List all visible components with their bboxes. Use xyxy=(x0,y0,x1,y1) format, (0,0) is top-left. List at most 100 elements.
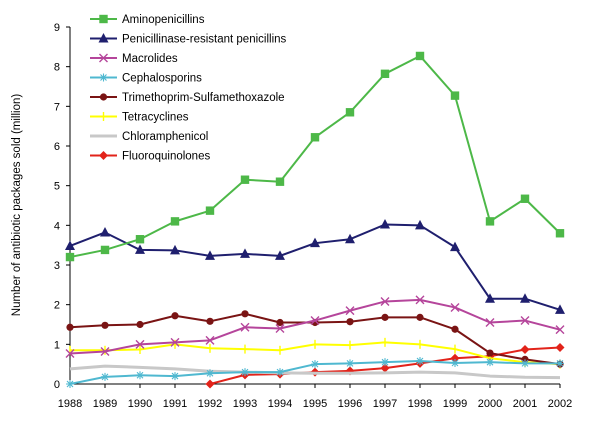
data-point xyxy=(170,337,180,347)
x-tick-label: 1988 xyxy=(58,398,82,410)
data-point xyxy=(520,194,530,203)
data-point xyxy=(520,316,530,326)
data-point xyxy=(240,175,250,184)
legend-label: Macrolides xyxy=(122,53,178,65)
series-line xyxy=(69,364,561,380)
legend: Aminopenicillins Penicillinase-resistant … xyxy=(90,14,287,163)
data-point xyxy=(65,252,75,262)
y-tick-label: 3 xyxy=(54,260,60,272)
x-tick-label: 1995 xyxy=(303,398,327,410)
data-point xyxy=(451,358,459,367)
legend-label: Fluoroquinolones xyxy=(122,151,210,163)
y-tick-label: 6 xyxy=(54,141,60,153)
data-point xyxy=(275,323,285,333)
data-point xyxy=(206,317,214,325)
series-cephalosporins xyxy=(66,356,564,388)
data-point xyxy=(486,349,494,357)
x-tick-label: 2001 xyxy=(513,398,537,410)
data-point xyxy=(65,348,75,358)
data-point xyxy=(100,245,110,255)
data-point xyxy=(135,244,145,254)
data-point xyxy=(381,358,389,367)
legend-label: Aminopenicillins xyxy=(122,14,205,26)
data-point xyxy=(451,325,459,333)
data-point xyxy=(485,293,495,303)
data-point xyxy=(170,217,180,226)
data-point xyxy=(310,133,320,142)
data-point xyxy=(416,356,424,365)
x-tick-label: 1992 xyxy=(198,398,222,410)
data-point xyxy=(346,359,354,368)
x-tick-label: 1994 xyxy=(268,398,292,410)
legend-item-aminopenicillins: Aminopenicillins xyxy=(90,14,205,26)
legend-item-fluoroquinolones: Fluoroquinolones xyxy=(90,151,210,163)
legend-item-penicillinase-resistant-penicillins: Penicillinase-resistant penicillins xyxy=(90,33,287,46)
data-point xyxy=(555,229,565,238)
data-point xyxy=(450,302,460,312)
data-point xyxy=(65,240,75,250)
y-axis-label: Number of antibiotic packages sold (mill… xyxy=(11,94,23,317)
data-point xyxy=(520,293,530,303)
x-tick-label: 1990 xyxy=(128,398,152,410)
data-point xyxy=(450,241,460,252)
y-tick-label: 8 xyxy=(54,62,60,74)
x-tick-label: 2000 xyxy=(478,398,502,410)
y-tick-label: 5 xyxy=(54,181,60,193)
data-point xyxy=(415,219,425,230)
data-point xyxy=(241,310,249,318)
x-tick-label: 1997 xyxy=(373,398,397,410)
data-point xyxy=(66,323,74,331)
series-layer xyxy=(65,51,565,389)
data-point xyxy=(485,217,495,226)
data-point xyxy=(170,244,180,255)
data-point xyxy=(310,316,320,326)
data-point xyxy=(345,306,355,316)
data-point xyxy=(101,372,109,381)
data-point xyxy=(275,177,285,186)
data-point xyxy=(100,226,110,237)
data-point xyxy=(345,108,355,117)
data-point xyxy=(486,358,494,367)
y-tick-label: 0 xyxy=(54,379,60,391)
data-point xyxy=(450,91,460,100)
series-penicillinase-resistant-penicillins xyxy=(65,219,565,314)
series-chloramphenicol xyxy=(69,364,561,380)
data-point xyxy=(171,372,179,381)
data-point xyxy=(241,368,249,377)
data-point xyxy=(205,335,215,345)
x-tick-label: 1999 xyxy=(443,398,467,410)
data-point xyxy=(275,250,285,260)
data-point xyxy=(206,369,214,378)
legend-swatch-marker xyxy=(99,53,108,63)
data-point xyxy=(380,296,390,306)
legend-swatch-marker xyxy=(99,151,108,160)
data-point xyxy=(136,371,144,380)
data-point xyxy=(311,360,319,369)
data-point xyxy=(555,325,565,335)
data-point xyxy=(171,312,179,320)
data-point xyxy=(310,237,320,248)
data-point xyxy=(520,344,530,354)
data-point xyxy=(556,359,564,368)
legend-swatch-marker xyxy=(99,14,108,24)
x-tick-label: 1996 xyxy=(338,398,362,410)
legend-item-tetracyclines: Tetracyclines xyxy=(90,112,189,124)
legend-swatch-marker xyxy=(99,73,108,82)
data-point xyxy=(380,69,390,79)
legend-label: Trimethoprim-Sulfamethoxazole xyxy=(122,92,285,104)
x-tick-label: 2002 xyxy=(548,398,572,410)
data-point xyxy=(485,318,495,328)
data-point xyxy=(345,233,355,244)
data-point xyxy=(101,321,109,329)
data-point xyxy=(380,219,390,229)
data-point xyxy=(276,368,284,377)
legend-swatch-marker xyxy=(99,93,108,101)
legend-label: Cephalosporins xyxy=(122,73,202,85)
data-point xyxy=(380,363,390,373)
x-tick-label: 1989 xyxy=(93,398,117,410)
data-point xyxy=(205,250,215,260)
series-aminopenicillins xyxy=(65,51,565,262)
legend-label: Penicillinase-resistant penicillins xyxy=(122,34,287,46)
legend-item-macrolides: Macrolides xyxy=(90,53,178,65)
